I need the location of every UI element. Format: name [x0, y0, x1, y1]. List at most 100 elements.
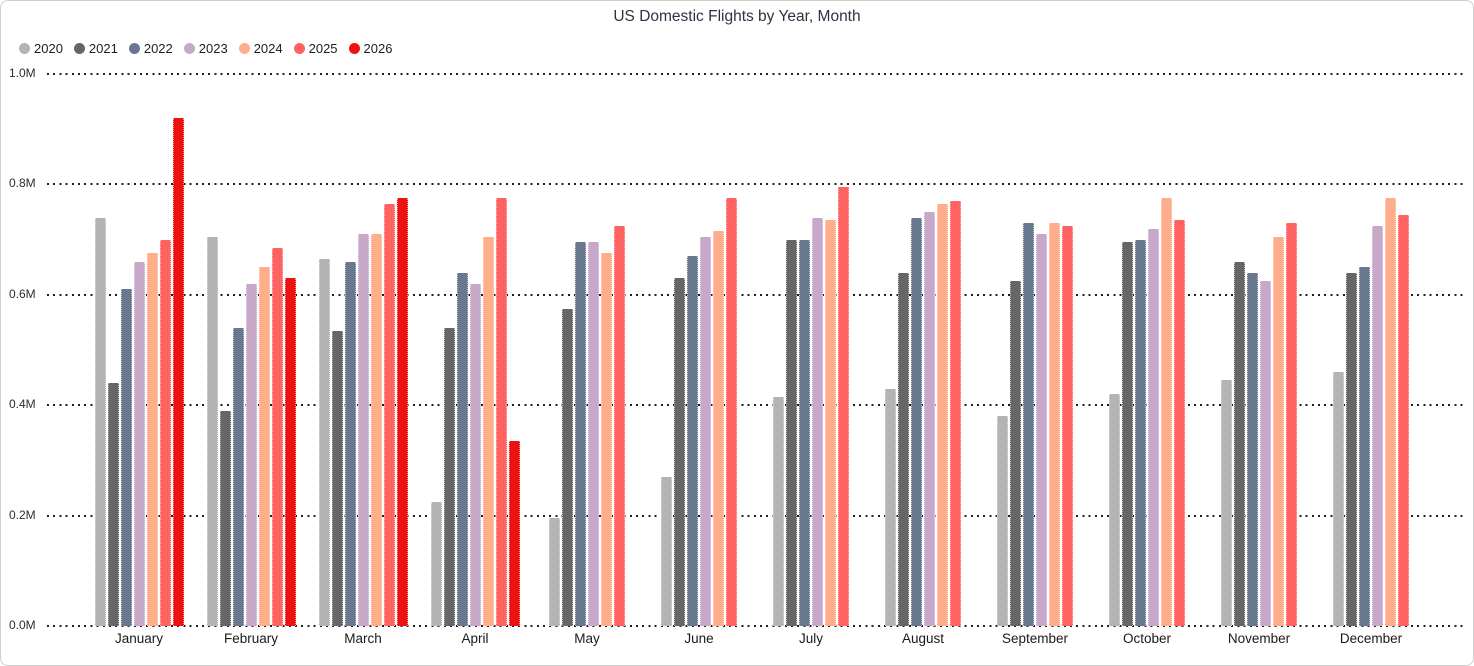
bar-october-2020[interactable] [1109, 394, 1120, 626]
bar-may-2020[interactable] [549, 518, 560, 626]
x-axis: January February March April May June July Augu… [83, 631, 1427, 646]
bar-august-2020[interactable] [885, 389, 896, 626]
bar-january-2020[interactable] [94, 218, 106, 626]
bar-march-2022[interactable] [344, 262, 356, 626]
bar-october-2021[interactable] [1122, 242, 1133, 626]
bar-march-2026[interactable] [396, 198, 408, 626]
x-tick-label-december: December [1339, 631, 1403, 646]
bar-october-2024[interactable] [1161, 198, 1172, 626]
bar-june-2021[interactable] [674, 278, 685, 626]
gridline [47, 73, 1465, 75]
bar-february-2020[interactable] [206, 237, 218, 626]
legend-item-2021[interactable]: 2021 [73, 41, 118, 56]
bar-april-2026[interactable] [508, 441, 520, 626]
legend-label: 2025 [308, 41, 338, 56]
bar-march-2020[interactable] [318, 259, 330, 626]
bar-september-2023[interactable] [1036, 234, 1047, 626]
bar-july-2020[interactable] [773, 397, 784, 626]
bar-may-2022[interactable] [575, 242, 586, 626]
bar-april-2022[interactable] [456, 273, 468, 626]
bar-december-2023[interactable] [1372, 226, 1383, 626]
legend-item-2025[interactable]: 2025 [293, 41, 338, 56]
bar-july-2025[interactable] [838, 187, 849, 626]
bar-march-2021[interactable] [331, 331, 343, 626]
bar-february-2021[interactable] [219, 411, 231, 626]
bar-january-2022[interactable] [120, 289, 132, 626]
bar-september-2020[interactable] [997, 416, 1008, 626]
legend-label: 2020 [34, 41, 63, 56]
bar-december-2024[interactable] [1385, 198, 1396, 626]
bar-august-2023[interactable] [924, 212, 935, 626]
legend: 2020 2021 2022 2023 2024 2025 2026 [19, 41, 392, 56]
legend-item-2024[interactable]: 2024 [238, 41, 283, 56]
bar-november-2021[interactable] [1234, 262, 1245, 626]
y-tick-label: 0.6M [9, 286, 36, 301]
bar-july-2021[interactable] [786, 240, 797, 626]
bar-june-2023[interactable] [700, 237, 711, 626]
bar-march-2024[interactable] [370, 234, 382, 626]
x-tick-label-july: July [798, 631, 823, 646]
bar-february-2024[interactable] [258, 267, 270, 626]
bar-november-2024[interactable] [1273, 237, 1284, 626]
bar-april-2021[interactable] [443, 328, 455, 626]
bar-january-2024[interactable] [146, 253, 158, 626]
bar-june-2025[interactable] [726, 198, 737, 626]
legend-item-2022[interactable]: 2022 [128, 41, 173, 56]
bar-january-2026[interactable] [172, 118, 184, 626]
legend-item-2023[interactable]: 2023 [183, 41, 228, 56]
bar-december-2021[interactable] [1346, 273, 1357, 626]
bar-april-2020[interactable] [430, 502, 442, 626]
bar-march-2025[interactable] [383, 204, 395, 626]
bar-december-2022[interactable] [1359, 267, 1370, 626]
bar-september-2021[interactable] [1010, 281, 1021, 626]
bar-april-2023[interactable] [469, 284, 481, 626]
y-tick-label: 0.0M [9, 618, 36, 632]
bar-september-2025[interactable] [1062, 226, 1073, 626]
bar-november-2025[interactable] [1286, 223, 1297, 626]
legend-item-2020[interactable]: 2020 [19, 41, 63, 56]
bar-january-2021[interactable] [107, 383, 119, 626]
bar-july-2024[interactable] [825, 220, 836, 626]
gridline [47, 625, 1465, 627]
bar-april-2024[interactable] [482, 237, 494, 626]
bar-may-2021[interactable] [562, 309, 573, 626]
bar-august-2021[interactable] [898, 273, 909, 626]
bar-march-2023[interactable] [357, 234, 369, 626]
bar-june-2022[interactable] [687, 256, 698, 626]
bar-january-2025[interactable] [159, 240, 171, 626]
bar-may-2024[interactable] [601, 253, 612, 626]
bar-august-2022[interactable] [911, 218, 922, 626]
bar-february-2026[interactable] [284, 278, 296, 626]
bar-december-2020[interactable] [1333, 372, 1344, 626]
bar-october-2023[interactable] [1148, 229, 1159, 626]
x-tick-label-september: September [1001, 631, 1069, 646]
x-tick-label-february: February [223, 631, 279, 646]
bar-may-2025[interactable] [614, 226, 625, 626]
bar-june-2024[interactable] [713, 231, 724, 626]
bar-october-2022[interactable] [1135, 240, 1146, 626]
y-tick-label: 0.4M [9, 397, 36, 412]
bar-july-2022[interactable] [799, 240, 810, 626]
bar-august-2025[interactable] [950, 201, 961, 626]
bar-february-2023[interactable] [245, 284, 257, 626]
bar-group-april [419, 74, 531, 626]
legend-item-2026[interactable]: 2026 [348, 41, 392, 56]
bar-november-2020[interactable] [1221, 380, 1232, 626]
bar-july-2023[interactable] [812, 218, 823, 626]
bar-september-2022[interactable] [1023, 223, 1034, 626]
bar-december-2025[interactable] [1398, 215, 1409, 626]
bar-april-2025[interactable] [495, 198, 507, 626]
bar-february-2025[interactable] [271, 248, 283, 626]
legend-dot-icon [128, 43, 140, 54]
bar-october-2025[interactable] [1174, 220, 1185, 626]
bar-september-2024[interactable] [1049, 223, 1060, 626]
legend-dot-icon [73, 43, 85, 54]
bar-january-2023[interactable] [133, 262, 145, 626]
bar-may-2023[interactable] [588, 242, 599, 626]
bar-june-2020[interactable] [661, 477, 672, 626]
bar-november-2023[interactable] [1260, 281, 1271, 626]
bar-february-2022[interactable] [232, 328, 244, 626]
bar-august-2024[interactable] [937, 204, 948, 626]
bar-november-2022[interactable] [1247, 273, 1258, 626]
